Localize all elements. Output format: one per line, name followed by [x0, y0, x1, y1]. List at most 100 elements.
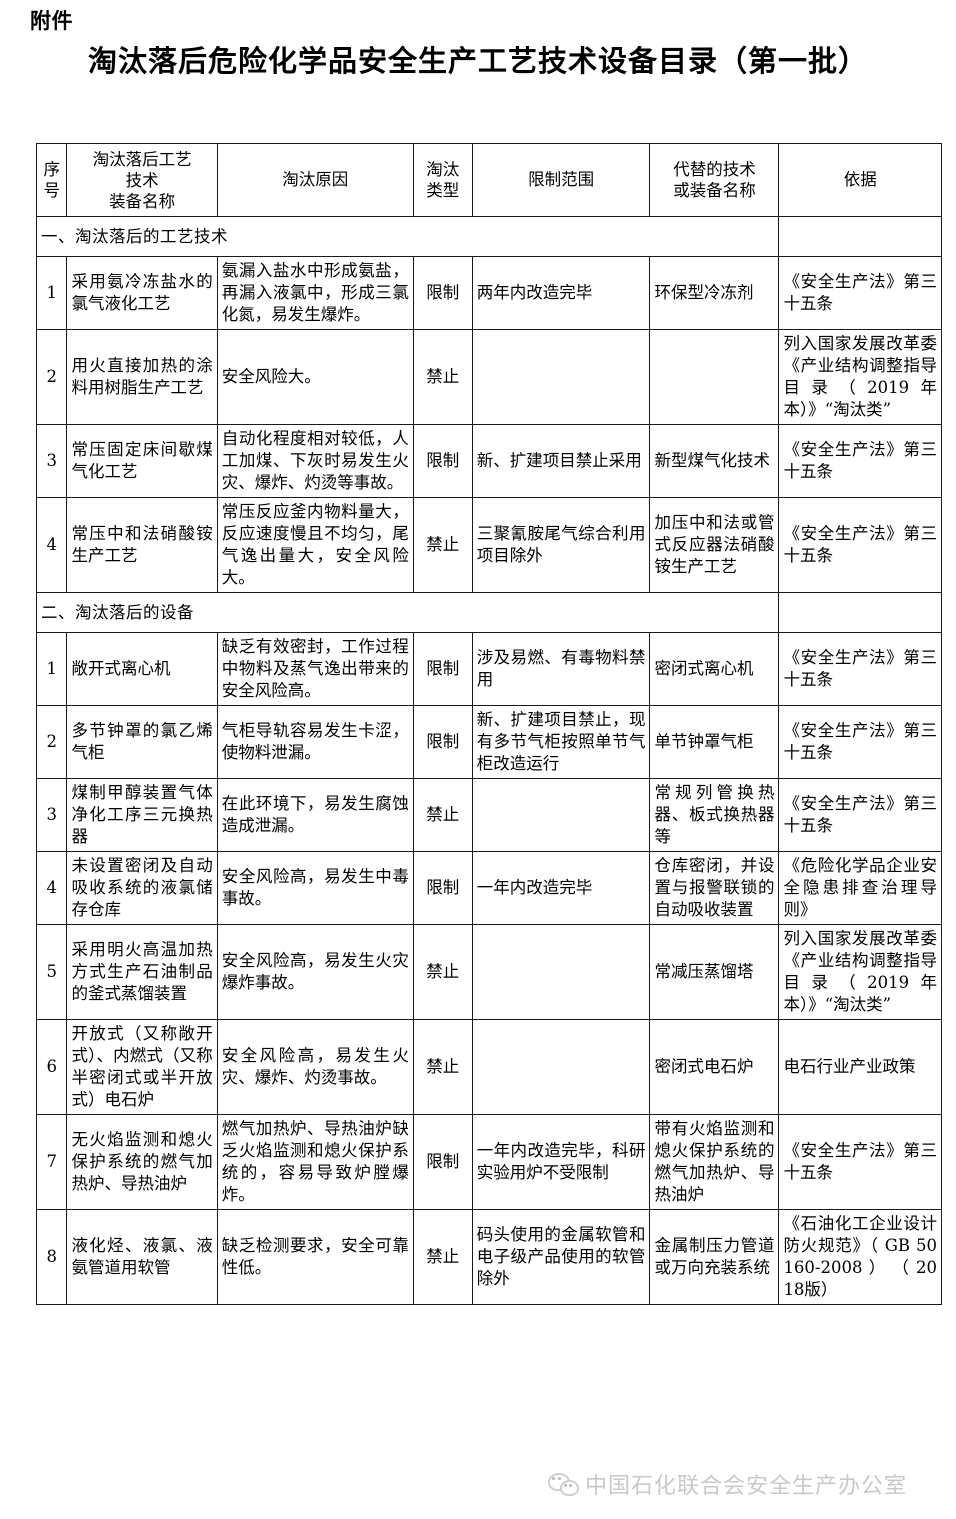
row-index: 4: [35, 497, 68, 593]
section-heading-2-basis-blank: [778, 592, 942, 633]
row-name: 常压固定床间歇煤气化工艺: [66, 424, 218, 498]
table-row: 3 煤制甲醇装置气体净化工序三元换热器 在此环境下，易发生腐蚀造成泄漏。 禁止 …: [35, 778, 942, 852]
row-index: 4: [35, 851, 68, 925]
column-header-reason: 淘汰原因: [216, 143, 414, 217]
row-scope: 新、扩建项目禁止，现有多节气柜按照单节气柜改造运行: [471, 705, 651, 779]
table-header-row: 序号 淘汰落后工艺 技术 装备名称 淘汰原因 淘汰 类型 限制范围: [35, 143, 942, 217]
column-header-name-line2: 技术: [125, 170, 159, 190]
watermark-text: 中国石化联合会安全生产办公室: [585, 1474, 908, 1499]
row-type: 限制: [412, 424, 473, 498]
column-header-type-line2: 类型: [426, 181, 460, 200]
row-basis: 《安全生产法》第三十五条: [778, 424, 942, 498]
table-row: 6 开放式（又称敞开式）、内燃式（又称半密闭式或半开放式）电石炉 安全风险高，易…: [35, 1019, 942, 1115]
table-row: 8 液化烃、液氯、液氨管道用软管 缺乏检测要求，安全可靠性低。 禁止 码头使用的…: [35, 1209, 942, 1305]
row-index: 1: [35, 632, 68, 706]
row-alternative: 金属制压力管道或万向充装系统: [649, 1209, 780, 1305]
row-basis: 《安全生产法》第三十五条: [778, 256, 942, 330]
row-reason: 气柜导轨容易发生卡涩，使物料泄漏。: [216, 705, 414, 779]
row-basis: 《石油化工企业设计防火规范》（ GB 50160-2008 ） （ 2018版）: [778, 1209, 942, 1305]
row-alternative: 环保型冷冻剂: [649, 256, 780, 330]
column-header-type-line1: 淘汰: [426, 160, 460, 179]
row-scope: 涉及易燃、有毒物料禁用: [471, 632, 651, 706]
row-index: 5: [35, 924, 68, 1020]
row-type: 禁止: [412, 778, 473, 852]
row-name: 无火焰监测和熄火保护系统的燃气加热炉、导热油炉: [66, 1114, 218, 1210]
row-type: 禁止: [412, 1209, 473, 1305]
row-reason: 氨漏入盐水中形成氨盐，再漏入液氯中，形成三氯化氮，易发生爆炸。: [216, 256, 414, 330]
row-type: 限制: [412, 705, 473, 779]
table-row: 2 多节钟罩的氯乙烯气柜 气柜导轨容易发生卡涩，使物料泄漏。 限制 新、扩建项目…: [35, 705, 942, 779]
row-alternative: 常规列管换热器、板式换热器等: [649, 778, 780, 852]
row-basis: 《安全生产法》第三十五条: [778, 632, 942, 706]
table-row: 1 采用氨冷冻盐水的氯气液化工艺 氨漏入盐水中形成氨盐，再漏入液氯中，形成三氯化…: [35, 256, 942, 330]
row-basis: 《安全生产法》第三十五条: [778, 705, 942, 779]
row-scope: 一年内改造完毕: [471, 851, 651, 925]
row-index: 2: [35, 329, 68, 425]
row-index: 1: [35, 256, 68, 330]
row-index: 3: [35, 778, 68, 852]
row-basis: 列入国家发展改革委《产业结构调整指导目录（2019年本）》“淘汰类”: [778, 924, 942, 1020]
row-alternative: 密闭式离心机: [649, 632, 780, 706]
row-type: 禁止: [412, 497, 473, 593]
obsolete-catalog-table: 序号 淘汰落后工艺 技术 装备名称 淘汰原因 淘汰 类型 限制范围: [35, 143, 942, 1305]
row-index: 3: [35, 424, 68, 498]
row-index: 6: [35, 1019, 68, 1115]
row-basis: 《安全生产法》第三十五条: [778, 1114, 942, 1210]
column-header-name-line3: 装备名称: [109, 191, 176, 211]
column-header-type: 淘汰 类型: [412, 143, 473, 217]
row-name: 采用明火高温加热方式生产石油制品的釜式蒸馏装置: [66, 924, 218, 1020]
row-scope: 两年内改造完毕: [471, 256, 651, 330]
row-name: 液化烃、液氯、液氨管道用软管: [66, 1209, 218, 1305]
section-heading-1-basis-blank: [778, 216, 942, 257]
section-heading-2: 二、淘汰落后的设备: [35, 592, 780, 633]
column-header-index: 序号: [35, 143, 68, 217]
column-header-alternative: 代替的技术 或装备名称: [649, 143, 780, 217]
row-basis: 《危险化学品企业安全隐患排查治理导则》: [778, 851, 942, 925]
table-row: 1 敞开式离心机 缺乏有效密封，工作过程中物料及蒸气逸出带来的安全风险高。 限制…: [35, 632, 942, 706]
row-alternative: 加压中和法或管式反应器法硝酸铵生产工艺: [649, 497, 780, 593]
table-row: 5 采用明火高温加热方式生产石油制品的釜式蒸馏装置 安全风险高，易发生火灾爆炸事…: [35, 924, 942, 1020]
row-scope: [471, 778, 651, 852]
page-title: 淘汰落后危险化学品安全生产工艺技术设备目录（第一批）: [87, 44, 868, 78]
table-row: 2 用火直接加热的涂料用树脂生产工艺 安全风险大。 禁止 列入国家发展改革委《产…: [35, 329, 942, 425]
row-type: 限制: [412, 851, 473, 925]
row-name: 敞开式离心机: [66, 632, 218, 706]
row-reason: 安全风险高，易发生中毒事故。: [216, 851, 414, 925]
row-type: 禁止: [412, 329, 473, 425]
row-reason: 缺乏有效密封，工作过程中物料及蒸气逸出带来的安全风险高。: [216, 632, 414, 706]
row-index: 8: [35, 1209, 68, 1305]
row-name: 开放式（又称敞开式）、内燃式（又称半密闭式或半开放式）电石炉: [66, 1019, 218, 1115]
column-header-scope: 限制范围: [471, 143, 651, 217]
table-row: 4 未设置密闭及自动吸收系统的液氯储存仓库 安全风险高，易发生中毒事故。 限制 …: [35, 851, 942, 925]
row-scope: 一年内改造完毕，科研实验用炉不受限制: [471, 1114, 651, 1210]
column-header-name: 淘汰落后工艺 技术 装备名称: [66, 143, 218, 217]
row-scope: [471, 924, 651, 1020]
row-basis: 《安全生产法》第三十五条: [778, 497, 942, 593]
row-alternative: 仓库密闭，并设置与报警联锁的自动吸收装置: [649, 851, 780, 925]
row-alternative: 密闭式电石炉: [649, 1019, 780, 1115]
column-header-index-label: 序号: [43, 160, 60, 200]
row-basis: 电石行业产业政策: [778, 1019, 942, 1115]
column-header-basis: 依据: [778, 143, 942, 217]
row-type: 禁止: [412, 924, 473, 1020]
table-row: 7 无火焰监测和熄火保护系统的燃气加热炉、导热油炉 燃气加热炉、导热油炉缺乏火焰…: [35, 1114, 942, 1210]
row-type: 限制: [412, 632, 473, 706]
wechat-icon: [548, 1473, 579, 1496]
table-body: 一、淘汰落后的工艺技术 1 采用氨冷冻盐水的氯气液化工艺 氨漏入盐水中形成氨盐，…: [35, 216, 942, 1305]
column-header-alternative-line1: 代替的技术: [673, 160, 756, 179]
table-row: 4 常压中和法硝酸铵生产工艺 常压反应釜内物料量大，反应速度慢且不均匀，尾气逸出…: [35, 497, 942, 593]
row-name: 多节钟罩的氯乙烯气柜: [66, 705, 218, 779]
attachment-label: 附件: [30, 8, 73, 33]
row-index: 2: [35, 705, 68, 779]
row-reason: 在此环境下，易发生腐蚀造成泄漏。: [216, 778, 414, 852]
row-reason: 缺乏检测要求，安全可靠性低。: [216, 1209, 414, 1305]
row-alternative: [649, 329, 780, 425]
row-index: 7: [35, 1114, 68, 1210]
row-name: 采用氨冷冻盐水的氯气液化工艺: [66, 256, 218, 330]
row-type: 限制: [412, 256, 473, 330]
row-name: 未设置密闭及自动吸收系统的液氯储存仓库: [66, 851, 218, 925]
row-basis: 列入国家发展改革委《产业结构调整指导目录（2019年本）》“淘汰类”: [778, 329, 942, 425]
row-name: 煤制甲醇装置气体净化工序三元换热器: [66, 778, 218, 852]
row-scope: 新、扩建项目禁止采用: [471, 424, 651, 498]
